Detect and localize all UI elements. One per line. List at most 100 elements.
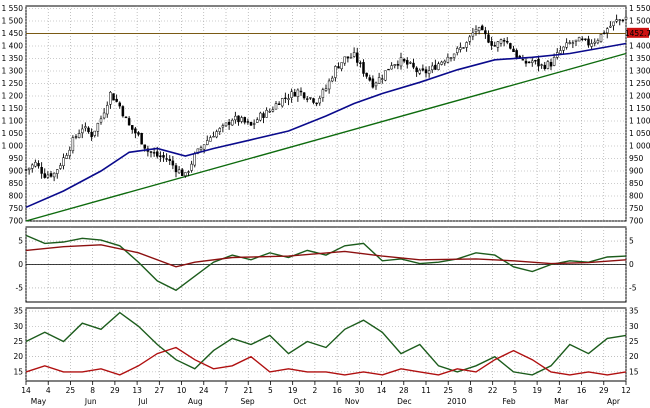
candle-body [374, 82, 378, 87]
x-day-label-4: 29 [110, 386, 120, 395]
candle-body [259, 112, 262, 121]
y-tick-left-price-8: 1 150 [2, 104, 24, 113]
candle-body [524, 60, 528, 64]
candle-body [527, 61, 531, 64]
x-month-label-6: Nov [345, 397, 360, 406]
candle-body [415, 67, 418, 73]
candle-body [515, 50, 518, 58]
x-month-label-4: Sep [241, 397, 255, 406]
candle-body [502, 40, 506, 42]
candle-body [199, 147, 203, 150]
candle-body [531, 60, 534, 63]
candle-body [449, 57, 453, 59]
x-day-label-13: 2 [312, 386, 317, 395]
plus-di-line [25, 311, 627, 376]
candle-body [412, 62, 415, 68]
y-tick-right-price-16: 750 [629, 204, 644, 213]
candle-body [577, 37, 581, 42]
candle-body [490, 41, 493, 46]
y-tick-right-price-9: 1 100 [629, 117, 650, 126]
y-tick-left-adx-1: 30 [13, 322, 23, 331]
y-tick-left-price-11: 1 000 [2, 142, 24, 151]
candle-body [390, 65, 393, 70]
candle-body [371, 78, 375, 88]
moving-average-line [25, 42, 627, 209]
candle-body [96, 123, 100, 132]
candle-body [127, 118, 131, 126]
candle-body [284, 97, 287, 99]
candle-body [409, 62, 412, 64]
candle-body [549, 61, 553, 67]
candle-body [27, 167, 31, 171]
candle-body [362, 62, 365, 74]
candle-body [206, 140, 209, 145]
candle-body [393, 64, 396, 66]
candle-body [252, 123, 256, 125]
candle-body [521, 59, 525, 61]
x-day-label-8: 24 [199, 386, 209, 395]
y-tick-left-price-6: 1 250 [2, 79, 24, 88]
candle-body [302, 92, 306, 99]
candle-body [156, 151, 159, 157]
y-tick-left-adx-2: 25 [13, 337, 23, 346]
candle-body [506, 41, 509, 43]
candle-body [359, 62, 362, 64]
candle-body [171, 160, 175, 166]
candle-body [587, 38, 590, 46]
y-tick-left-adx-4: 15 [13, 367, 23, 376]
x-day-label-27: 12 [621, 386, 631, 395]
candle-body [599, 34, 603, 42]
candle-body [593, 41, 596, 44]
candle-body [121, 106, 125, 117]
candle-body [37, 163, 40, 167]
candle-body [384, 70, 387, 81]
candle-body [321, 89, 325, 98]
candle-body [140, 132, 143, 145]
candle-body [562, 46, 565, 51]
y-tick-left-price-2: 1 450 [2, 29, 24, 38]
x-day-label-6: 27 [155, 386, 165, 395]
candle-body [434, 64, 437, 70]
y-tick-right-macd-2: -5 [629, 283, 637, 292]
y-tick-left-price-4: 1 350 [2, 54, 24, 63]
candle-body [74, 136, 78, 138]
x-day-label-0: 14 [21, 386, 31, 395]
candle-body [277, 103, 281, 105]
candle-body [343, 56, 346, 64]
x-day-label-21: 22 [488, 386, 498, 395]
candle-body [356, 52, 359, 63]
candle-body [546, 61, 550, 69]
candle-body [421, 68, 425, 71]
y-tick-right-macd-0: 5 [629, 237, 634, 246]
candle-body [212, 136, 215, 138]
candle-body [43, 173, 46, 178]
candle-body [387, 68, 390, 71]
candle-body [462, 47, 465, 49]
candle-body [193, 153, 196, 166]
candle-body [62, 157, 65, 167]
candle-body [149, 151, 153, 153]
x-month-label-11: Apr [607, 397, 621, 406]
y-tick-right-macd-1: 0 [629, 260, 634, 269]
candle-body [309, 97, 312, 99]
y-tick-right-price-7: 1 200 [629, 92, 650, 101]
candle-body [337, 66, 340, 69]
candle-body [418, 69, 421, 74]
x-day-label-14: 16 [332, 386, 342, 395]
candle-body [340, 62, 343, 70]
candle-body [574, 39, 578, 42]
x-day-label-24: 2 [557, 386, 562, 395]
y-tick-right-price-4: 1 350 [629, 54, 650, 63]
candle-body [540, 64, 543, 66]
candle-body [331, 77, 334, 82]
candle-body [615, 19, 618, 22]
candle-body [293, 92, 296, 97]
candle-body [346, 56, 350, 59]
candle-body [596, 40, 600, 44]
panel-frame-adx [25, 307, 627, 382]
candle-body [399, 57, 403, 67]
y-tick-left-price-12: 950 [9, 154, 24, 163]
candle-body [274, 103, 278, 110]
y-tick-right-price-10: 1 050 [629, 129, 650, 138]
y-tick-left-price-7: 1 200 [2, 92, 24, 101]
